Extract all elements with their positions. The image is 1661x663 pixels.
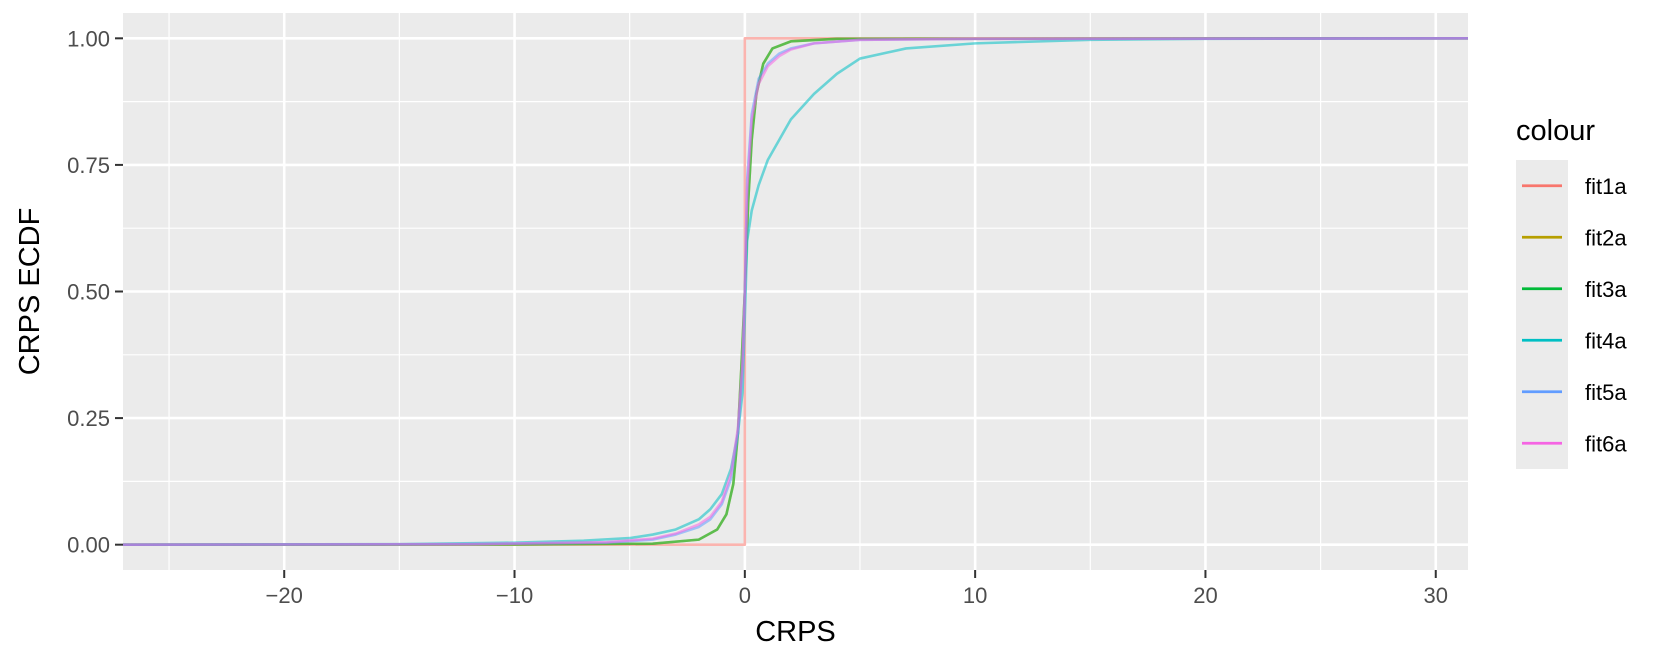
legend-label-fit2a: fit2a xyxy=(1585,225,1627,250)
x-tick-label: 10 xyxy=(963,583,987,608)
series-line-fit6a xyxy=(122,37,1469,546)
y-tick-label: 1.00 xyxy=(67,26,110,51)
y-tick-label: 0.00 xyxy=(67,533,110,558)
x-axis-title: CRPS xyxy=(755,616,836,648)
major-gridlines xyxy=(123,13,1468,570)
legend-label-fit6a: fit6a xyxy=(1585,431,1627,456)
legend: colour fit1a fit2a fit3a fit4a fit5a fit6a xyxy=(1516,115,1627,469)
legend-key-background xyxy=(1516,160,1568,469)
series-lines xyxy=(122,37,1469,546)
legend-label-fit4a: fit4a xyxy=(1585,328,1627,353)
x-tick-label: 0 xyxy=(739,583,751,608)
x-tick-label: −20 xyxy=(266,583,303,608)
x-tick-label: −10 xyxy=(496,583,533,608)
y-axis-title: CRPS ECDF xyxy=(14,208,46,376)
legend-label-fit5a: fit5a xyxy=(1585,380,1627,405)
y-axis: 0.00 0.25 0.50 0.75 1.00 xyxy=(67,26,123,558)
legend-items: fit1a fit2a fit3a fit4a fit5a fit6a xyxy=(1522,174,1627,456)
x-tick-label: 20 xyxy=(1193,583,1217,608)
y-tick-label: 0.75 xyxy=(67,153,110,178)
y-tick-label: 0.50 xyxy=(67,280,110,305)
y-tick-label: 0.25 xyxy=(67,406,110,431)
legend-label-fit3a: fit3a xyxy=(1585,277,1627,302)
x-tick-label: 30 xyxy=(1424,583,1448,608)
x-axis: −20 −10 0 10 20 30 xyxy=(266,570,1448,608)
legend-label-fit1a: fit1a xyxy=(1585,174,1627,199)
legend-title: colour xyxy=(1516,115,1595,147)
